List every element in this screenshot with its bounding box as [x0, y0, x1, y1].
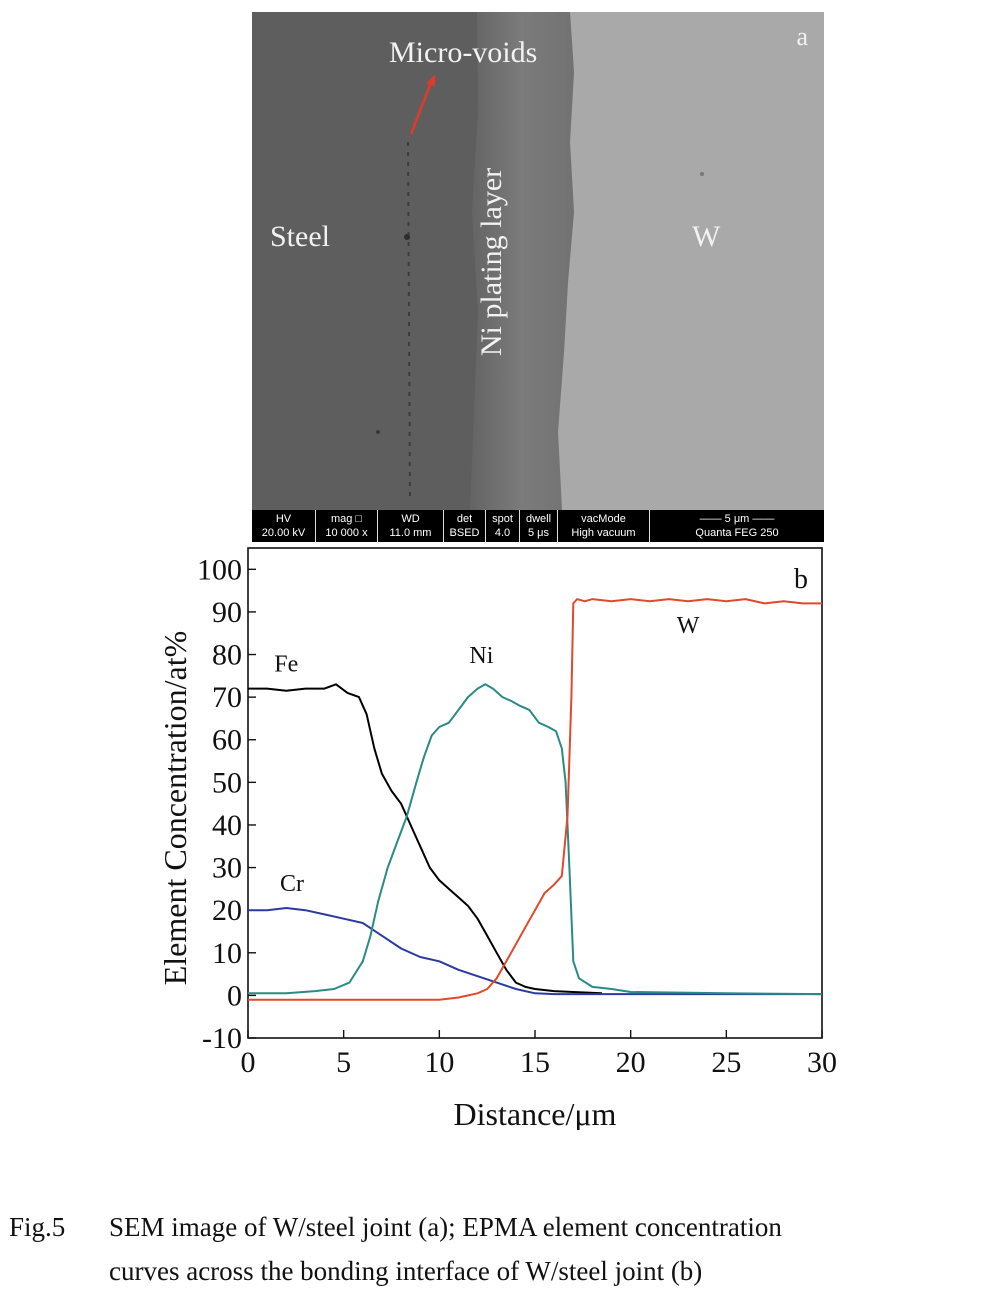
x-tick-label: 0 [241, 1046, 256, 1079]
figure-label: Fig.5 [9, 1212, 66, 1242]
y-tick-label: 90 [212, 596, 242, 629]
figure-caption: Fig.5 SEM image of W/steel joint (a); EPM… [9, 1205, 999, 1293]
y-tick-label: 10 [212, 937, 242, 970]
series-line-fe [248, 683, 603, 995]
void-dot [376, 430, 380, 434]
series-line-ni [248, 683, 823, 996]
info-spot: spot 4.0 [486, 510, 520, 542]
info-wd: WD 11.0 mm [378, 510, 444, 542]
x-tick-label: 15 [520, 1046, 550, 1079]
info-head: WD [401, 513, 420, 525]
micro-voids-label: Micro-voids [389, 36, 538, 69]
info-head: dwell [525, 513, 552, 525]
panel-label-b: b [794, 564, 808, 595]
caption-text-1: SEM image of W/steel joint (a); EPMA ele… [109, 1212, 782, 1242]
x-tick-label: 30 [807, 1046, 837, 1079]
y-tick-label: 30 [212, 852, 242, 885]
series-line-w [248, 598, 822, 1001]
ni-layer-label: Ni plating layer [475, 167, 508, 357]
micro-void-line [407, 141, 411, 503]
w-region [558, 12, 824, 510]
info-value: 10 000 x [325, 527, 368, 539]
sem-info-bar: HV 20.00 kV mag □ 10 000 x WD 11.0 mm de… [252, 510, 824, 542]
y-axis-label: Element Concentration/at% [157, 631, 193, 986]
info-head: det [456, 513, 473, 525]
scale-bar: —— 5 μm —— [699, 513, 775, 525]
y-tick-label: 20 [212, 894, 242, 927]
y-tick-label: 0 [227, 979, 242, 1012]
info-head: HV [275, 513, 292, 525]
instrument-name: Quanta FEG 250 [695, 527, 779, 539]
sem-micrograph [252, 12, 824, 510]
info-value: High vacuum [571, 527, 636, 539]
info-scale: —— 5 μm —— Quanta FEG 250 [650, 510, 824, 542]
micro-voids-arrow [409, 79, 434, 135]
panel-label-a: a [796, 22, 808, 51]
ni-layer-region [470, 12, 574, 510]
annotation-layer: Fe Cr Ni W [274, 613, 699, 897]
info-value: 4.0 [494, 527, 511, 539]
info-value: BSED [449, 527, 480, 539]
series-layer [248, 598, 823, 1001]
curve-label-ni: Ni [469, 643, 493, 669]
curve-label-fe: Fe [274, 652, 298, 678]
y-tick-label: 100 [197, 553, 242, 586]
y-tick-label: 60 [212, 724, 242, 757]
arrow-head-icon [426, 74, 435, 86]
caption-line-2: curves across the bonding interface of W… [9, 1249, 999, 1293]
y-tick-label: -10 [202, 1022, 242, 1055]
info-head: vacMode [581, 513, 626, 525]
curve-label-w: W [677, 613, 700, 639]
info-head: spot [492, 513, 513, 525]
x-tick-label: 25 [711, 1046, 741, 1079]
steel-label: Steel [270, 220, 330, 253]
y-tick-label: 80 [212, 639, 242, 672]
y-tick-label: 50 [212, 766, 242, 799]
curve-label-cr: Cr [280, 871, 304, 897]
info-mag: mag □ 10 000 x [316, 510, 378, 542]
sem-image-panel: a Micro-voids Steel W Ni plating layer H… [252, 12, 824, 542]
caption-text-2: curves across the bonding interface of W… [109, 1256, 703, 1286]
info-value: 5 μs [527, 527, 549, 539]
plot-frame [247, 547, 823, 1039]
caption-line-1: Fig.5 SEM image of W/steel joint (a); EPM… [9, 1205, 999, 1249]
info-hv: HV 20.00 kV [252, 510, 316, 542]
info-vacmode: vacMode High vacuum [558, 510, 650, 542]
x-axis-label: Distance/μm [454, 1096, 617, 1130]
x-tick-label: 5 [336, 1046, 351, 1079]
void-dot [404, 234, 410, 240]
x-tick-label: 20 [616, 1046, 646, 1079]
y-tick-label: 40 [212, 809, 242, 842]
info-dwell: dwell 5 μs [520, 510, 558, 542]
w-label: W [692, 220, 721, 253]
info-value: 11.0 mm [389, 527, 432, 539]
series-line-cr [248, 907, 822, 996]
info-det: det BSED [444, 510, 486, 542]
info-value: 20.00 kV [261, 527, 306, 539]
info-head: mag □ [330, 513, 363, 525]
y-tick-label: 70 [212, 681, 242, 714]
void-dot [700, 172, 704, 176]
x-tick-label: 10 [424, 1046, 454, 1079]
